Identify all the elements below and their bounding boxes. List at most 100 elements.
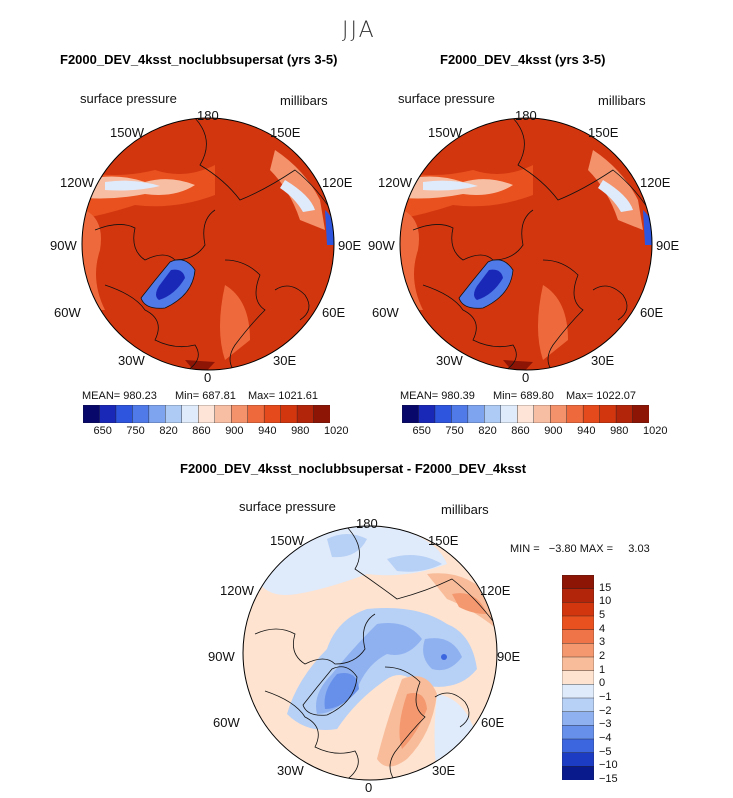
diff-lon-0: 0	[365, 780, 373, 795]
panel2-colorbar-label: 820	[478, 425, 497, 437]
season-title: JJA	[342, 18, 376, 43]
panel1-lon-30w: 30W	[118, 353, 145, 368]
panel2-colorbar-label: 980	[610, 425, 629, 437]
panel1-field-zone	[185, 360, 215, 370]
diff-lon-150e: 150E	[428, 533, 459, 548]
diff-colorbar-swatch	[562, 629, 594, 644]
diff-lon-120e: 120E	[480, 583, 511, 598]
panel2-mean: MEAN= 980.39	[400, 390, 475, 402]
panel2-colorbar-swatch	[434, 405, 452, 423]
panel1-lon-90e: 90E	[338, 238, 362, 253]
panel1-colorbar-label: 750	[126, 425, 145, 437]
diff-colorbar-swatch	[562, 670, 594, 685]
diff-colorbar-label: 10	[599, 595, 612, 608]
panel2-field-zone	[474, 269, 503, 300]
panel1-variable: surface pressure	[80, 91, 177, 106]
panel1-map	[81, 117, 335, 371]
panel2-lon-90e: 90E	[656, 238, 680, 253]
diff-colorbar-swatch	[562, 752, 594, 767]
diff-colorbar-swatch	[562, 575, 594, 590]
panel1-colorbar-label: 980	[291, 425, 310, 437]
diff-field-zone	[423, 638, 462, 671]
panel1-min: Min= 687.81	[175, 390, 236, 402]
panel2-colorbar-swatch	[500, 405, 518, 423]
panel2-colorbar-swatch	[615, 405, 634, 423]
diff-field-zone	[434, 694, 477, 774]
diff-colorbar-label: −4	[599, 732, 612, 744]
diff-lon-60w: 60W	[213, 715, 240, 730]
panel1-colorbar-label: 860	[192, 425, 211, 437]
panel1-lon-30e: 30E	[273, 353, 297, 368]
panel1-field-zone	[280, 180, 315, 212]
diff-title: F2000_DEV_4ksst_noclubbsupersat - F2000_…	[180, 461, 527, 476]
diff-minmax: MIN = −3.80 MAX = 3.03	[510, 543, 650, 555]
panel2-colorbar-swatch	[402, 405, 419, 423]
panel2-colorbar-swatch	[632, 405, 649, 423]
diff-lon-30w: 30W	[277, 763, 304, 778]
panel2-lon-30e: 30E	[591, 353, 615, 368]
diff-variable: surface pressure	[239, 499, 336, 514]
panel2-colorbar	[402, 405, 649, 423]
panel1-lon-180: 180	[197, 108, 219, 123]
panel2-colorbar-swatch	[599, 405, 617, 423]
panel2-field-zone	[643, 210, 652, 245]
diff-units: millibars	[441, 502, 489, 517]
panel2-lon-60e: 60E	[640, 305, 664, 320]
diff-colorbar-label: 0	[599, 677, 606, 690]
panel1-field-base	[82, 118, 334, 370]
panel2-min: Min= 689.80	[493, 390, 554, 402]
diff-field-zone	[324, 673, 359, 709]
panel2-colorbar-labels: 650 750 820 860 900 940 980 1020	[402, 425, 667, 439]
panel1-colorbar-swatch	[99, 405, 117, 423]
panel2-lon-120w: 120W	[378, 175, 412, 190]
diff-lon-90e: 90E	[497, 649, 521, 664]
diff-field-zone	[441, 654, 447, 660]
diff-colorbar-swatch	[562, 615, 594, 631]
panel2-colorbar-label: 1020	[643, 425, 668, 437]
diff-colorbar-label: −10	[599, 759, 618, 772]
panel1-colorbar-swatch	[230, 405, 249, 423]
panel2-colorbar-label: 650	[412, 425, 431, 437]
panel2-colorbar-swatch	[549, 405, 568, 423]
panel2-field-zone	[538, 285, 568, 360]
panel1-lon-60e: 60E	[322, 305, 346, 320]
panel2-coastlines	[412, 118, 652, 370]
panel2-colorbar-label: 900	[544, 425, 563, 437]
panel1-colorbar-swatch	[280, 405, 298, 423]
diff-colorbar-swatch	[562, 766, 594, 780]
panel1-mean: MEAN= 980.23	[82, 390, 157, 402]
diff-colorbar-swatch	[562, 725, 594, 740]
panel2-title: F2000_DEV_4ksst (yrs 3-5)	[440, 52, 606, 67]
panel2-field-base	[400, 118, 652, 370]
panel2-map	[399, 117, 653, 371]
panel1-lon-0: 0	[204, 370, 212, 385]
panel2-max: Max= 1022.07	[566, 390, 637, 402]
panel2-variable: surface pressure	[398, 91, 495, 106]
diff-colorbar-label: 15	[599, 581, 612, 594]
panel1-colorbar-swatch	[296, 405, 315, 423]
diff-colorbar-label: 1	[599, 663, 606, 676]
panel1-colorbar-label: 940	[258, 425, 277, 437]
panel1-title: F2000_DEV_4ksst_noclubbsupersat (yrs 3-5…	[60, 52, 338, 67]
diff-colorbar-swatch	[562, 684, 594, 699]
diff-colorbar-label: 2	[599, 650, 606, 662]
panel1-colorbar-swatch	[132, 405, 150, 423]
panel1-colorbar-swatch	[115, 405, 133, 423]
panel2-lon-0: 0	[522, 370, 530, 385]
panel1-field-zone	[105, 180, 160, 191]
diff-colorbar-label: −3	[599, 718, 612, 731]
diff-lon-60e: 60E	[481, 715, 505, 730]
panel1-colorbar-swatch	[214, 405, 232, 423]
panel2-colorbar-label: 860	[511, 425, 530, 437]
diff-colorbar-swatch	[562, 711, 594, 726]
diff-field-zone	[387, 555, 442, 572]
panel1-colorbar-swatch	[148, 405, 166, 423]
panel2-colorbar-label: 940	[577, 425, 596, 437]
panel2-lon-180: 180	[515, 108, 537, 123]
panel1-max: Max= 1021.61	[248, 390, 319, 402]
panel1-colorbar	[83, 405, 330, 423]
diff-map-border	[242, 525, 498, 781]
panel1-colorbar-swatch	[165, 405, 183, 423]
diff-colorbar-swatch	[562, 588, 594, 603]
diff-map	[242, 525, 498, 781]
